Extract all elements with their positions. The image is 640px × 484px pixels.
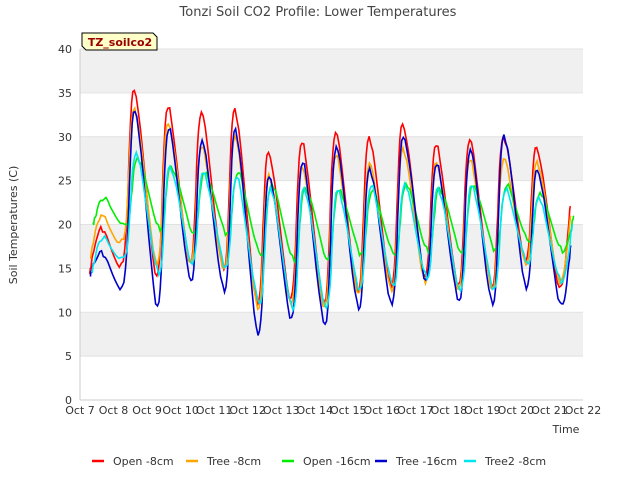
x-tick-label: Oct 7 [65,404,95,417]
legend-label: Open -8cm [113,455,174,468]
x-tick-label: Oct 16 [364,404,401,417]
grid-band [80,49,583,93]
series-lines [88,89,575,336]
annotation-label: TZ_soilco2 [88,36,152,49]
y-tick-label: 35 [58,87,72,100]
y-axis-label: Soil Temperatures (C) [7,166,20,285]
x-tick-label: Oct 18 [431,404,468,417]
series-line-tree2-8cm [90,149,574,313]
y-tick-label: 5 [65,350,72,363]
y-tick-label: 0 [65,394,72,407]
x-tick-label: Oct 9 [132,404,162,417]
x-tick-label: Oct 14 [296,404,333,417]
x-tick-label: Oct 22 [565,404,602,417]
annotation-box-shape [81,32,158,51]
legend-label: Open -16cm [303,455,371,468]
y-tick-label: 25 [58,175,72,188]
y-tick-label: 10 [58,306,72,319]
x-tick-label: Oct 13 [263,404,300,417]
annotation-box: TZ_soilco2 [81,32,158,51]
x-tick-label: Oct 12 [229,404,266,417]
x-axis-label: Time [552,423,580,436]
series-line-tree-16cm [89,110,572,336]
x-tick-label: Oct 8 [99,404,129,417]
chart-title: Tonzi Soil CO2 Profile: Lower Temperatur… [179,5,457,20]
x-tick-label: Oct 20 [498,404,535,417]
y-tick-label: 15 [58,262,72,275]
legend-label: Tree -8cm [206,455,261,468]
x-tick-label: Oct 17 [397,404,434,417]
x-tick-label: Oct 15 [330,404,367,417]
grid-band [80,312,583,357]
x-tick-label: Oct 10 [162,404,199,417]
axes [79,49,583,401]
legend: Open -8cm Tree -8cm Open -16cm Tree -16cm Tr… [92,455,546,468]
y-tick-label: 20 [58,219,72,232]
x-tick-label: Oct 21 [531,404,568,417]
y-tick-label: 30 [58,131,72,144]
y-tick-label: 40 [58,43,72,56]
legend-label: Tree2 -8cm [484,455,546,468]
x-tick-label: Oct 19 [464,404,501,417]
x-tick-label: Oct 11 [196,404,233,417]
legend-label: Tree -16cm [395,455,457,468]
